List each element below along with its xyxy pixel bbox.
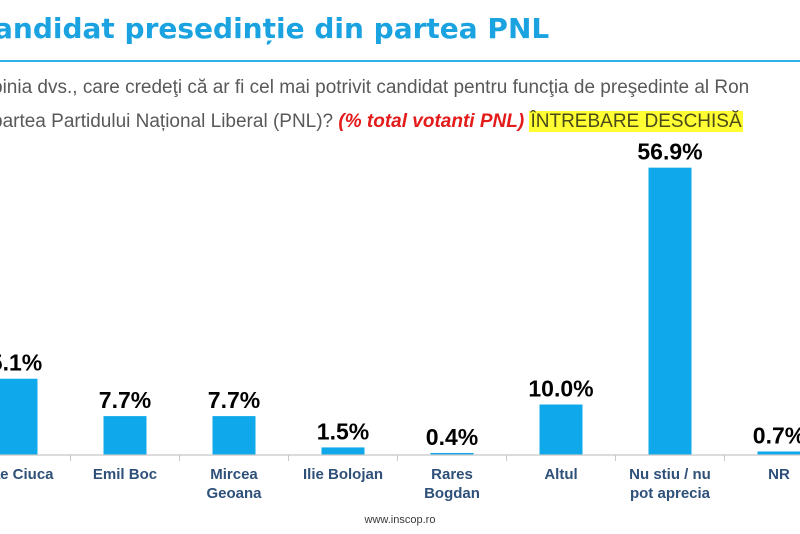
value-label-1: 7.7% xyxy=(99,387,151,413)
category-label-2: Geoana xyxy=(206,485,262,502)
category-label-6: Nu stiu / nu xyxy=(629,466,711,483)
bar-5 xyxy=(539,404,583,455)
category-label-3: Ilie Bolojan xyxy=(303,466,383,483)
base-note: (% total votanti PNL) xyxy=(338,111,525,132)
category-label-4: Rares xyxy=(431,466,473,483)
category-label-4: Bogdan xyxy=(424,485,480,502)
bar-3 xyxy=(321,447,365,455)
question-text: partea Partidului Național Liberal (PNL)… xyxy=(0,111,339,132)
bar-0 xyxy=(0,378,38,455)
bar-1 xyxy=(103,416,147,455)
title-divider xyxy=(0,60,800,62)
value-label-2: 7.7% xyxy=(208,387,260,413)
category-label-1: Emil Boc xyxy=(93,466,157,483)
value-label-5: 10.0% xyxy=(528,376,593,402)
question-line-1: pinia dvs., care credeţi că ar fi cel ma… xyxy=(0,77,750,98)
category-label-6: pot aprecia xyxy=(630,485,711,502)
bars-layer xyxy=(0,167,800,455)
bar-6 xyxy=(648,167,692,455)
value-label-4: 0.4% xyxy=(426,424,478,450)
open-question-badge: ÎNTREBARE DESCHISĂ xyxy=(529,111,743,132)
value-label-0: 5.1% xyxy=(0,350,42,376)
x-axis xyxy=(0,454,800,461)
slide-title: andidat presedinție din partea PNL xyxy=(0,12,550,45)
source-footer: www.inscop.ro xyxy=(364,514,436,526)
value-label-6: 56.9% xyxy=(637,139,702,165)
bar-2 xyxy=(212,416,256,455)
bar-4 xyxy=(430,452,474,455)
category-label-2: Mircea xyxy=(210,466,258,483)
bar-7 xyxy=(757,451,800,455)
value-label-3: 1.5% xyxy=(317,418,369,444)
question-line-2: partea Partidului Național Liberal (PNL)… xyxy=(0,111,743,133)
category-label-0: olae Ciuca xyxy=(0,466,54,483)
category-label-5: Altul xyxy=(544,466,577,483)
value-label-7: 0.7% xyxy=(753,422,800,448)
category-label-7: NR xyxy=(768,466,790,483)
labels-layer: 5.1% olae Ciuca 7.7% Emil Boc 7.7% Mircea Geoa… xyxy=(0,139,800,502)
